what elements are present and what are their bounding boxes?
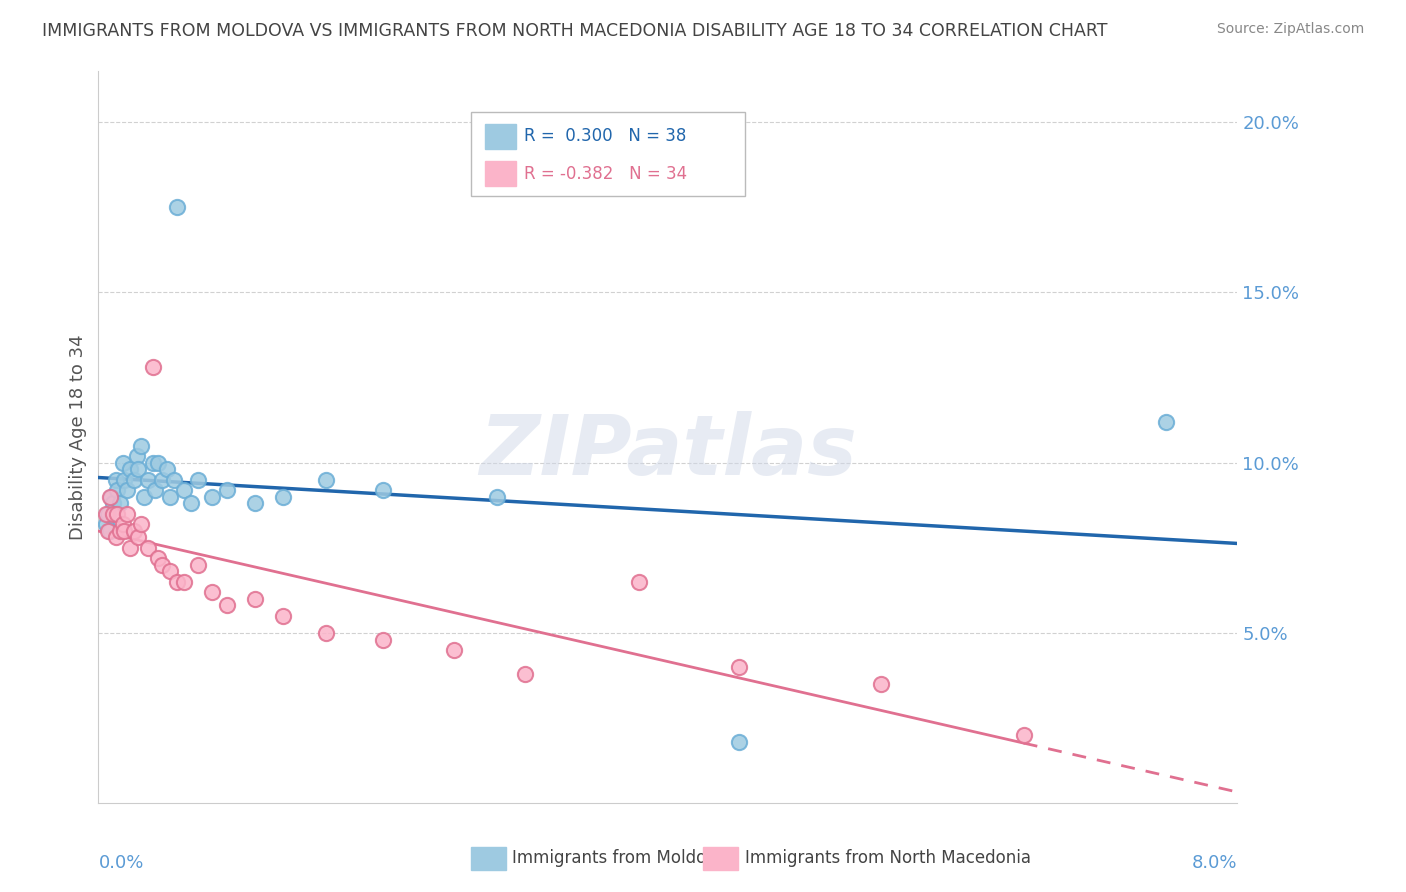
Point [129,439,152,453]
Point [132,490,155,504]
Point [159,490,181,504]
Point [159,565,181,579]
Text: 8.0%: 8.0% [1192,854,1237,871]
Point [215,599,238,613]
Text: IMMIGRANTS FROM MOLDOVA VS IMMIGRANTS FROM NORTH MACEDONIA DISABILITY AGE 18 TO : IMMIGRANTS FROM MOLDOVA VS IMMIGRANTS FR… [42,22,1108,40]
Point [515,666,537,681]
Point [1012,728,1035,742]
Point [127,462,149,476]
Point [97,507,120,521]
Point [166,201,188,215]
Point [315,625,337,640]
Text: ZIPatlas: ZIPatlas [479,411,856,492]
Point [111,516,134,531]
Point [115,483,138,497]
Point [125,449,148,463]
Point [97,524,120,538]
Point [105,507,128,521]
Text: Source: ZipAtlas.com: Source: ZipAtlas.com [1216,22,1364,37]
Text: R = -0.382   N = 34: R = -0.382 N = 34 [524,165,688,183]
Point [104,473,127,487]
Point [1154,415,1177,429]
Text: 0.0%: 0.0% [98,854,143,871]
Point [98,490,121,504]
Text: Immigrants from North Macedonia: Immigrants from North Macedonia [745,849,1031,867]
Point [180,496,202,510]
Point [152,473,174,487]
Point [173,574,195,589]
Point [148,550,170,565]
Point [118,462,141,476]
Point [628,574,651,589]
Point [122,473,145,487]
Point [443,642,465,657]
Point [98,524,121,538]
Point [105,483,128,497]
Point [273,490,295,504]
Point [315,473,337,487]
Point [148,456,170,470]
Point [141,456,163,470]
Point [136,541,159,555]
Point [100,490,122,504]
Y-axis label: Disability Age 18 to 34: Disability Age 18 to 34 [69,334,87,540]
Point [108,496,131,510]
Point [166,574,188,589]
Point [215,483,238,497]
Point [173,483,195,497]
Point [94,507,117,521]
Point [127,531,149,545]
Point [152,558,174,572]
Point [156,462,179,476]
Text: Immigrants from Moldova: Immigrants from Moldova [512,849,725,867]
Point [273,608,295,623]
Point [870,677,893,691]
Point [108,524,131,538]
Point [243,496,266,510]
Point [141,360,163,375]
Point [145,483,167,497]
Point [104,531,127,545]
Point [115,507,138,521]
Point [163,473,186,487]
Point [112,473,135,487]
Point [201,585,224,599]
Point [122,524,145,538]
Point [728,659,751,673]
Point [187,558,209,572]
Point [129,516,152,531]
Point [101,507,124,521]
Point [486,490,509,504]
Point [94,516,117,531]
Point [201,490,224,504]
Point [136,473,159,487]
Point [728,734,751,748]
Point [187,473,209,487]
Point [371,632,394,647]
Point [111,456,134,470]
Text: R =  0.300   N = 38: R = 0.300 N = 38 [524,128,686,145]
Point [112,524,135,538]
Point [101,496,124,510]
Point [371,483,394,497]
Point [118,541,141,555]
Point [243,591,266,606]
